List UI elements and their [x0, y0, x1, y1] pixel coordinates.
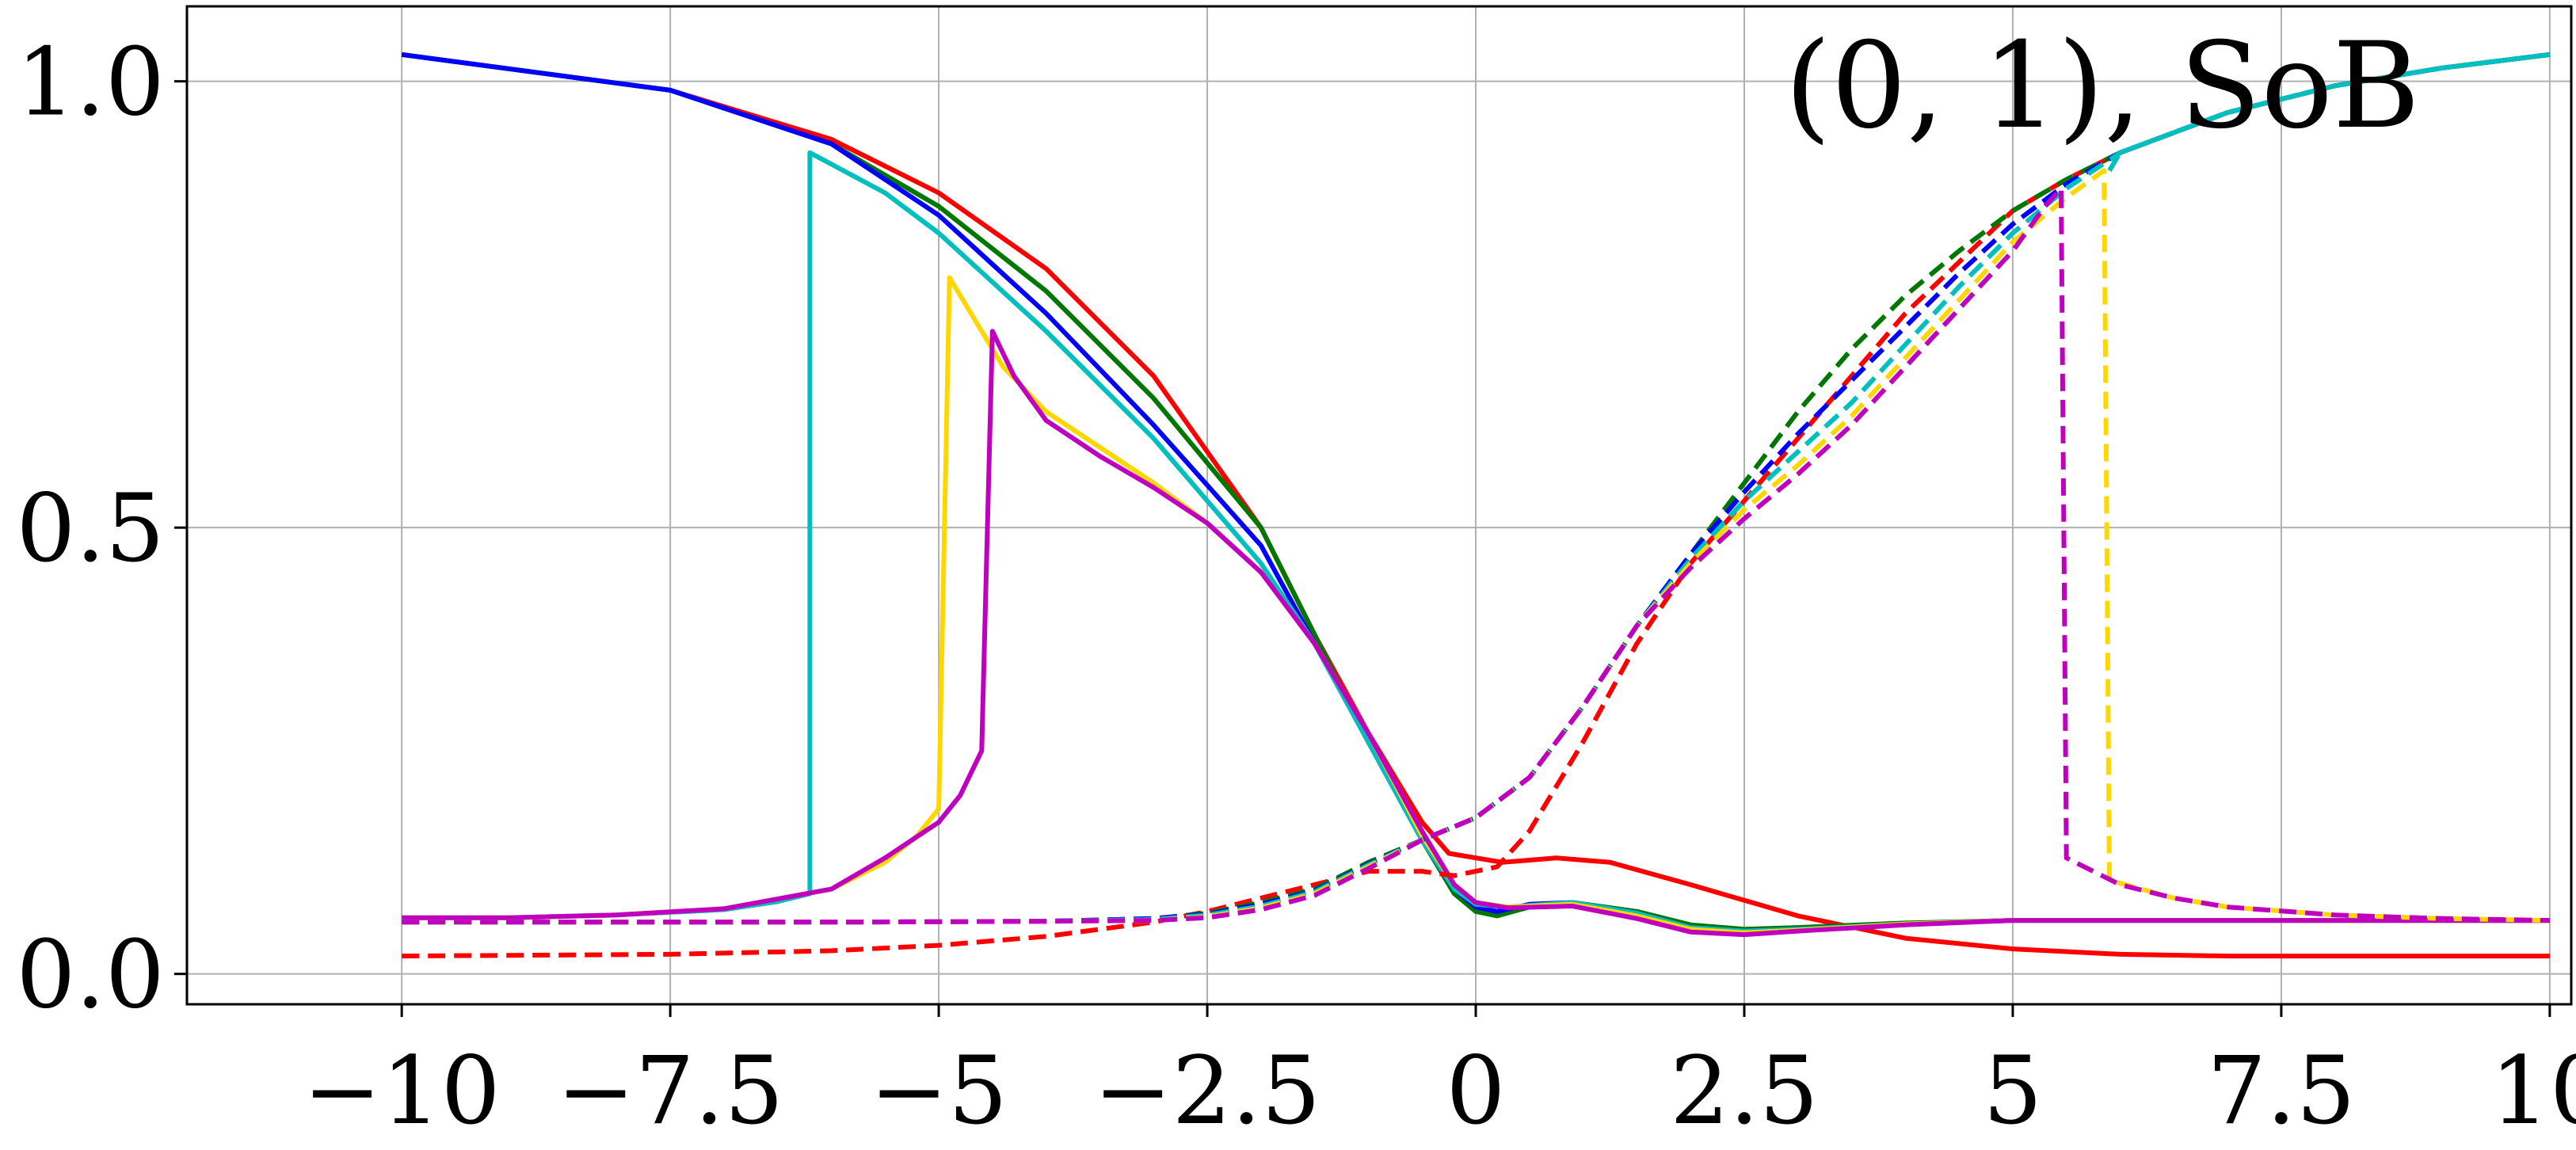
solid-series-line [401, 51, 2550, 959]
dashed-series-line [2107, 51, 2551, 172]
plot-frame [185, 5, 2573, 1006]
x-tick-label: 10 [2490, 1036, 2576, 1145]
x-tick-label: 0 [1446, 1036, 1505, 1145]
x-tick-label: 5 [1983, 1036, 2042, 1145]
y-tick-label: 0.0 [16, 920, 165, 1030]
x-tick-label: 7.5 [2207, 1036, 2356, 1145]
y-tick-label: 1.0 [16, 28, 165, 137]
solid-series-line [402, 329, 2550, 938]
x-tick-label: −10 [303, 1036, 501, 1145]
y-axis: 0.0 0.5 1.0 [16, 28, 187, 1030]
series-lines [401, 51, 2551, 959]
x-tick-label: −7.5 [557, 1036, 784, 1145]
x-tick-label: −5 [870, 1036, 1008, 1145]
chart-annotation: (0, 1), SoB [1785, 17, 2420, 155]
x-tick-label: −2.5 [1094, 1036, 1321, 1145]
y-tick-label: 0.5 [16, 474, 165, 583]
x-axis: −10 −7.5 −5 −2.5 0 2.5 5 7.5 10 [303, 1004, 2576, 1145]
dashed-series-line [402, 185, 2550, 925]
grid [187, 6, 2571, 1004]
x-tick-label: 2.5 [1670, 1036, 1819, 1145]
